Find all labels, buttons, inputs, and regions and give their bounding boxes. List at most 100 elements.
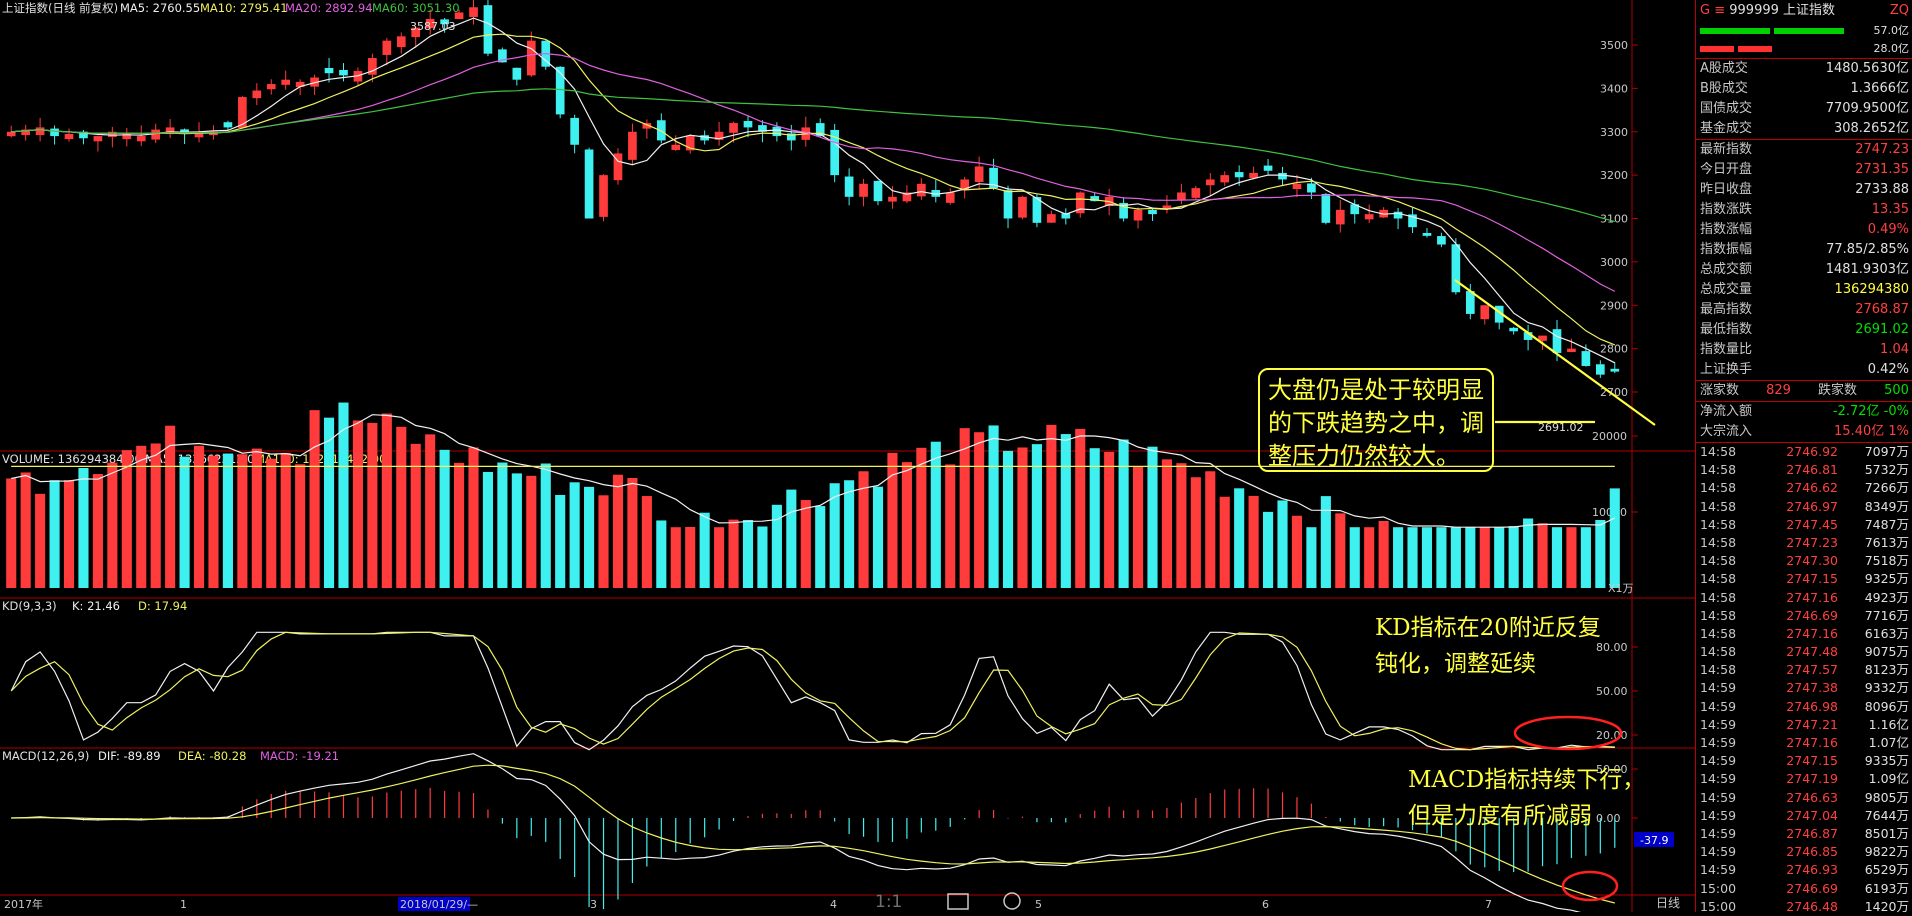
stat-value: -2.72亿 -0% (1832, 404, 1909, 419)
tick-time: 14:58 (1700, 625, 1737, 641)
candle-body (1393, 211, 1403, 219)
time-axis-label: 2018/01/29/— (400, 898, 478, 911)
stat-label: 昨日收盘 (1700, 182, 1753, 197)
tick-time: 14:59 (1700, 753, 1737, 769)
tick-row: 14:59 2746.87 8501万 (1696, 825, 1912, 843)
volume-bar (1393, 527, 1404, 588)
stat-value: 1.3666亿 (1850, 81, 1910, 96)
volume-bar (1104, 451, 1115, 588)
candle-body (93, 136, 103, 142)
kd-y-axis: 80.00 50.00 20.00 (1596, 641, 1638, 742)
tick-row: 14:58 2747.16 6163万 (1696, 625, 1912, 643)
tick-time: 14:58 (1700, 462, 1737, 478)
tick-list[interactable]: 14:58 2746.92 7097万 14:58 2746.81 5732万 14:58 2… (1696, 442, 1912, 916)
tick-row: 14:59 2747.19 1.09亿 (1696, 770, 1912, 788)
tick-row: 14:58 2747.16 4923万 (1696, 589, 1912, 607)
time-axis-label: 2017年 (4, 897, 43, 911)
tick-row: 14:58 2747.48 9075万 (1696, 643, 1912, 661)
ma60-line (11, 88, 1615, 223)
candle-body (1263, 165, 1273, 171)
stat-value: 2731.35 (1855, 162, 1909, 177)
side-tag: ZQ (1889, 3, 1909, 18)
stat-value: 0.49% (1867, 222, 1909, 237)
volume-bar (352, 420, 363, 588)
tick-row: 14:58 2747.15 9325万 (1696, 570, 1912, 588)
volume-bar (1291, 515, 1303, 588)
annotation-line: 整压力仍然较大。 (1268, 442, 1460, 470)
quote-row: 指数量比 1.04 (1696, 340, 1912, 360)
ratio-button[interactable]: 1:1 (875, 892, 902, 912)
kd-plot[interactable] (10, 631, 1615, 751)
tick-time: 14:58 (1700, 662, 1737, 678)
volume-bar (714, 527, 725, 588)
volume-bar (800, 500, 811, 588)
tick-time: 14:59 (1700, 789, 1737, 805)
time-axis: 2017年 1 2018/01/29/— 3 4 5 6 7 (4, 897, 1492, 911)
candle-body (1119, 202, 1128, 219)
candle-body (151, 129, 161, 140)
tick-row: 14:59 2747.21 1.16亿 (1696, 716, 1912, 734)
tick-amount: 1420万 (1864, 898, 1909, 914)
buy-bar (1774, 28, 1844, 34)
market-stats: A股成交 1480.5630亿 B股成交 1.3666亿 国债成交 7709.9500亿基… (1696, 58, 1912, 139)
volume-bar (468, 447, 479, 588)
candle-body (1523, 332, 1533, 340)
candle-body (1220, 175, 1230, 183)
candle-body (974, 166, 984, 182)
y-tick-label: 80.00 (1596, 641, 1628, 654)
tick-price: 2746.87 (1786, 825, 1838, 841)
time-axis-label: 4 (830, 898, 837, 911)
stat-label: 指数涨跌 (1700, 202, 1753, 217)
volume-bar (685, 526, 696, 588)
tick-price: 2746.69 (1786, 880, 1838, 896)
trend-annotation-box: 大盘仍是处于较明显 的下跌趋势之中，调 整压力仍然较大。 (1258, 368, 1494, 472)
candle-body (1494, 305, 1504, 323)
period-label[interactable]: 日线 (1656, 896, 1680, 910)
stat-label: 指数振幅 (1700, 242, 1753, 257)
volume-bar (1407, 527, 1418, 588)
volume-bar (1450, 527, 1461, 588)
tick-row: 14:59 2747.38 9332万 (1696, 679, 1912, 697)
candle-body (396, 36, 406, 48)
zoom-icon[interactable] (1003, 892, 1021, 910)
volume-bar (49, 480, 60, 588)
kd-header: KD(9,3,3) K: 21.46 D: 17.94 (2, 599, 187, 613)
tick-price: 2747.57 (1786, 662, 1838, 678)
sell-bar-row: 28.0亿 (1696, 40, 1912, 58)
candle-body (440, 19, 449, 25)
tick-price: 2747.16 (1786, 735, 1838, 750)
candle-body (1162, 205, 1172, 210)
kline-chart[interactable]: 上证指数(日线 前复权) MA5: 2760.55 MA10: 2795.41 … (0, 0, 1695, 912)
main-plot[interactable] (6, 0, 1620, 378)
tick-row: 15:00 2746.69 6193万 (1696, 880, 1912, 898)
tick-price: 2747.45 (1786, 516, 1838, 532)
candle-body (483, 5, 493, 54)
y-tick-label: 50.00 (1596, 685, 1628, 698)
stat-label: B股成交 (1700, 81, 1748, 96)
fit-screen-icon[interactable] (947, 893, 969, 910)
volume-bar (670, 527, 681, 588)
sell-bar (1700, 46, 1734, 52)
stat-value: 1481.9303亿 (1825, 262, 1909, 277)
low-marker: 2691.02 (1538, 421, 1584, 434)
ma10-line (11, 33, 1616, 346)
candle-body (1249, 172, 1258, 179)
candle-body (902, 192, 912, 202)
macd-plot[interactable] (11, 753, 1616, 912)
volume-plot[interactable] (6, 402, 1620, 588)
candle-body (700, 135, 709, 141)
tick-row: 14:58 2747.30 7518万 (1696, 552, 1912, 570)
stat-value: 15.40亿 1% (1834, 424, 1909, 439)
volume-bar (945, 464, 956, 588)
kd-d-label: D: 17.94 (138, 599, 187, 613)
stat-label: 最高指数 (1700, 302, 1753, 317)
volume-bar (1263, 511, 1274, 588)
tick-amount: 8096万 (1864, 698, 1909, 714)
volume-bar (323, 417, 335, 588)
volume-bar (612, 474, 624, 588)
tick-row: 14:59 2747.16 1.07亿 (1696, 734, 1912, 752)
volume-bar (381, 413, 392, 588)
main-title: 上证指数(日线 前复权) (2, 1, 118, 15)
tick-time: 14:58 (1700, 589, 1737, 605)
stat-label: 国债成交 (1700, 101, 1753, 116)
